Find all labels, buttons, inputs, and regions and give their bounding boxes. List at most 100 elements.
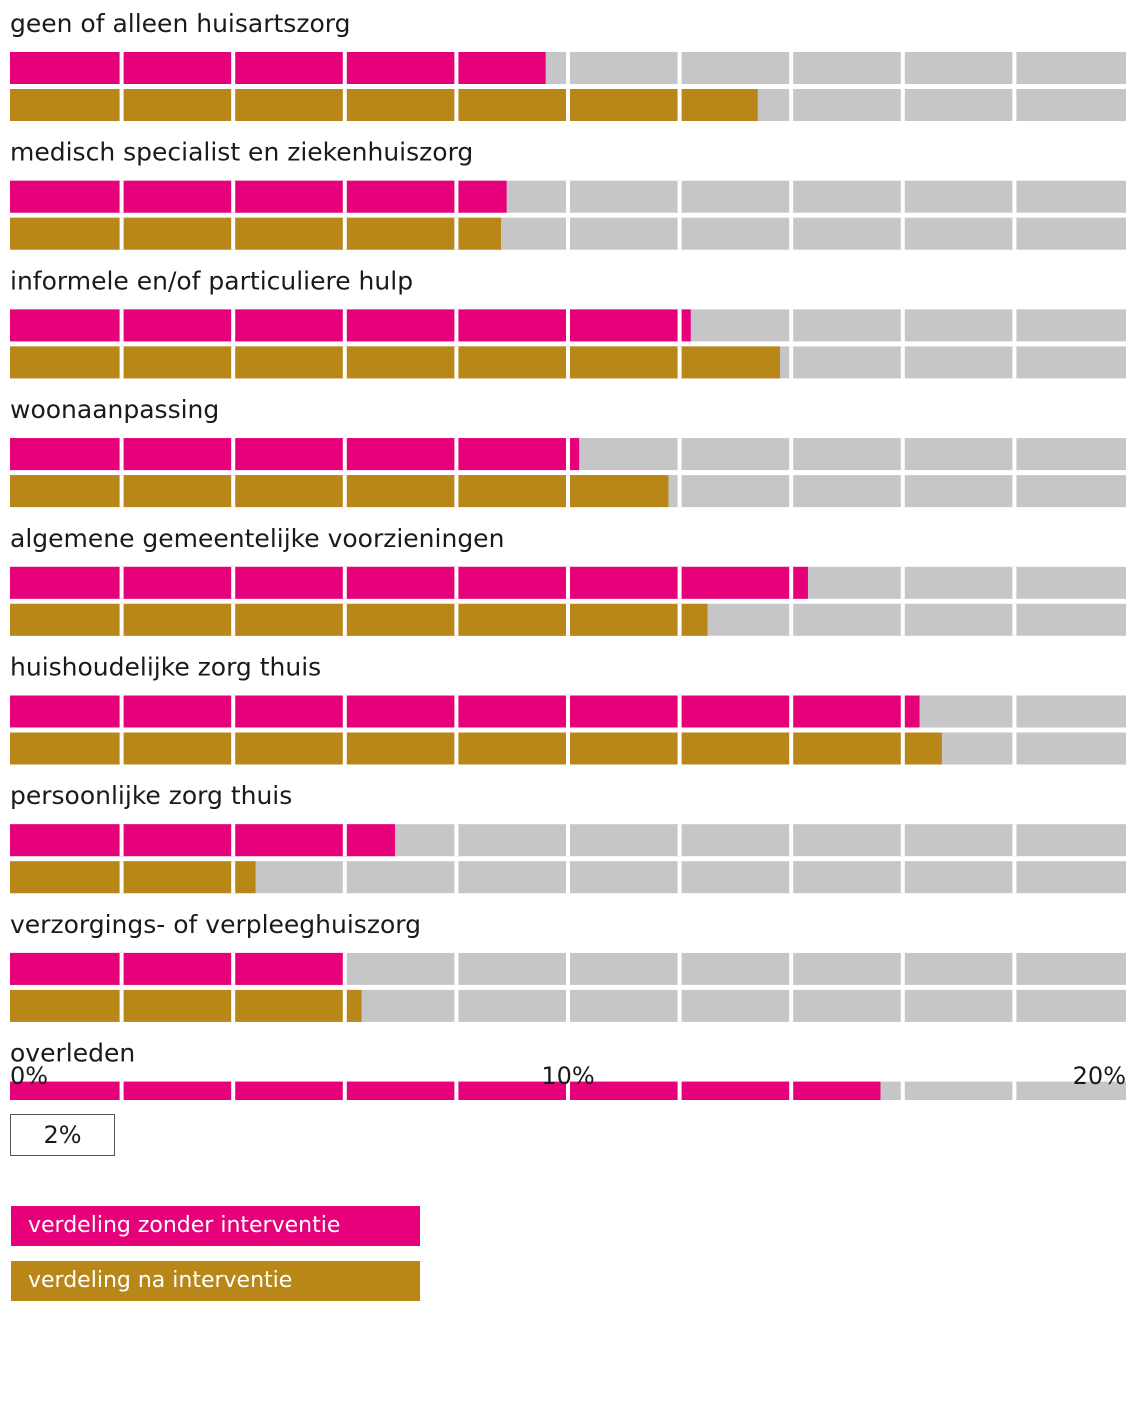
segment-divider [454, 346, 459, 379]
segment-divider [789, 952, 794, 985]
segment-divider [342, 1081, 347, 1100]
segment-divider [677, 732, 682, 765]
segment-divider [231, 732, 236, 765]
segment-divider [1012, 824, 1017, 857]
bar-zonder-interventie [10, 1081, 881, 1100]
segment-divider [1012, 52, 1017, 84]
segment-divider [454, 695, 459, 728]
segment-divider [1012, 309, 1017, 342]
segment-divider [789, 566, 794, 599]
segment-divider [900, 309, 905, 342]
segment-divider [900, 952, 905, 985]
segment-divider [1012, 603, 1017, 636]
bar-zonder-interventie [10, 952, 345, 985]
segment-divider [900, 732, 905, 765]
legend-item-na-interventie: verdeling na interventie [11, 1261, 420, 1301]
bar-na-interventie [10, 217, 502, 250]
category-label: algemene gemeentelijke voorzieningen [10, 524, 504, 553]
segment-divider [454, 309, 459, 342]
segment-divider [677, 989, 682, 1022]
segment-divider [789, 1081, 794, 1100]
segment-divider [342, 346, 347, 379]
segment-divider [789, 89, 794, 121]
segment-divider [1012, 180, 1017, 213]
category-label: woonaanpassing [10, 395, 219, 424]
segment-divider [1012, 989, 1017, 1022]
segment-divider [789, 861, 794, 894]
x-tick-label: 0% [10, 1062, 48, 1090]
segment-divider [677, 475, 682, 508]
segment-divider [342, 824, 347, 857]
segment-divider [900, 89, 905, 121]
segment-divider [900, 824, 905, 857]
segment-divider [789, 695, 794, 728]
segment-divider [231, 475, 236, 508]
segment-divider [231, 346, 236, 379]
segment-divider [566, 217, 570, 250]
segment-divider [1012, 346, 1017, 379]
segment-divider [789, 52, 794, 84]
segment-divider [566, 346, 570, 379]
segment-divider [789, 824, 794, 857]
bar-zonder-interventie [10, 309, 691, 342]
segment-divider [342, 217, 347, 250]
segment-divider [900, 475, 905, 508]
segment-divider [454, 438, 459, 471]
segment-divider [1012, 695, 1017, 728]
segment-divider [677, 180, 682, 213]
segment-divider [1012, 89, 1017, 121]
segment-divider [900, 180, 905, 213]
segment-divider [231, 438, 236, 471]
segment-divider [566, 309, 570, 342]
segment-divider [342, 52, 347, 84]
scale-indicator: 2% [10, 1114, 115, 1156]
segment-divider [677, 695, 682, 728]
segment-divider [342, 603, 347, 636]
segment-divider [119, 52, 124, 84]
segment-divider [677, 89, 682, 121]
segment-divider [1012, 861, 1017, 894]
segment-divider [566, 438, 570, 471]
segment-divider [119, 824, 124, 857]
bar-zonder-interventie [10, 695, 920, 728]
segment-divider [342, 952, 347, 985]
segment-divider [900, 603, 905, 636]
category-label: geen of alleen huisartszorg [10, 9, 350, 38]
segment-divider [1012, 475, 1017, 508]
segment-divider [566, 861, 570, 894]
segment-divider [566, 1081, 570, 1100]
segment-divider [231, 180, 236, 213]
segment-divider [566, 475, 570, 508]
segment-divider [900, 346, 905, 379]
segment-divider [454, 217, 459, 250]
bar-na-interventie [10, 989, 362, 1022]
segment-divider [119, 346, 124, 379]
segment-divider [342, 89, 347, 121]
segment-divider [454, 566, 459, 599]
segment-divider [231, 695, 236, 728]
segment-divider [119, 475, 124, 508]
segment-divider [789, 603, 794, 636]
segment-divider [1012, 952, 1017, 985]
segment-divider [454, 861, 459, 894]
segment-divider [900, 217, 905, 250]
segment-divider [231, 89, 236, 121]
segment-divider [119, 695, 124, 728]
segment-divider [566, 732, 570, 765]
segment-divider [789, 180, 794, 213]
bar-zonder-interventie [10, 566, 808, 599]
segment-divider [789, 475, 794, 508]
segment-divider [454, 1081, 459, 1100]
segment-divider [454, 732, 459, 765]
segment-divider [900, 1081, 905, 1100]
segment-divider [119, 566, 124, 599]
category-label: persoonlijke zorg thuis [10, 781, 292, 810]
segment-divider [789, 309, 794, 342]
segment-divider [119, 732, 124, 765]
segment-divider [119, 989, 124, 1022]
segment-divider [677, 346, 682, 379]
bar-zonder-interventie [10, 180, 507, 213]
segment-divider [119, 309, 124, 342]
segment-divider [342, 989, 347, 1022]
category-label: verzorgings- of verpleeghuiszorg [10, 910, 421, 939]
